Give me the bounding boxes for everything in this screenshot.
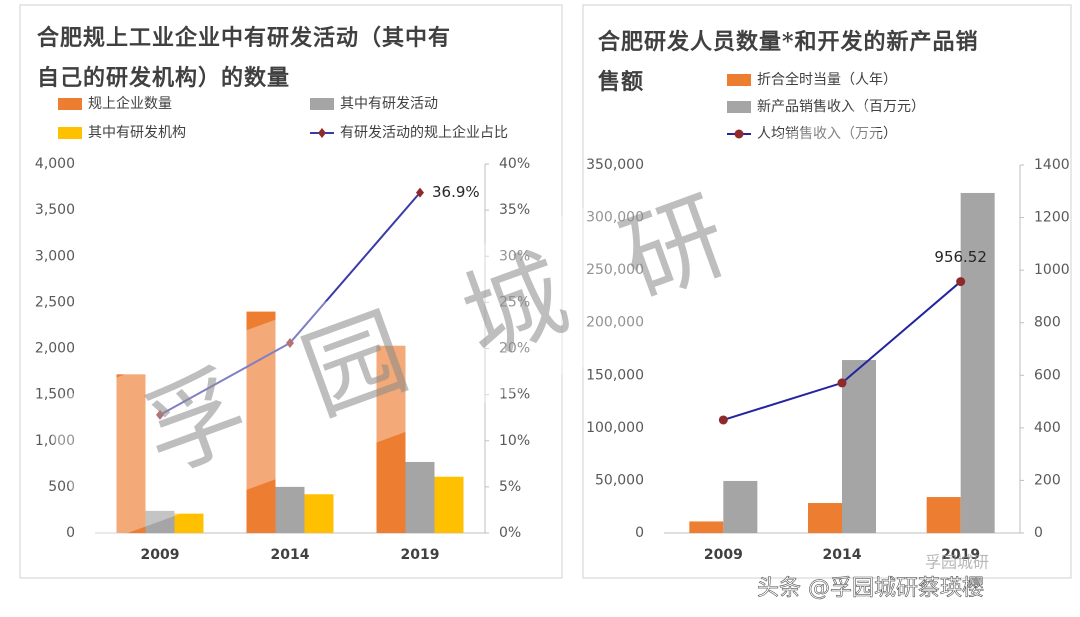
x-tick-label: 2019 (401, 547, 440, 563)
y2-tick-label: 400 (1034, 420, 1061, 436)
y2-tick-label: 0 (1034, 525, 1043, 541)
watermark: 孚园城研 (128, 152, 807, 495)
watermark-band (40, 104, 920, 546)
line-marker (318, 128, 326, 138)
y-tick-label: 100,000 (586, 420, 644, 436)
y2-tick-label: 35% (499, 202, 530, 218)
y2-tick-label: 30% (499, 248, 530, 264)
y-tick-label: 350,000 (586, 157, 644, 173)
bar (960, 192, 995, 533)
x-tick-label: 2009 (141, 547, 180, 563)
chart-title: 合肥研发人员数量*和开发的新产品销售额 (598, 29, 979, 95)
legend-swatch (58, 98, 82, 110)
bar (275, 486, 305, 533)
footer: 头条 @孚园城研蔡瑛樱 (757, 576, 984, 601)
y-tick-label: 0 (66, 525, 75, 541)
bar (434, 476, 464, 533)
bar (808, 503, 842, 533)
bar (926, 497, 961, 533)
legend-label: 有研发活动的规上企业占比 (340, 124, 508, 141)
data-label: 956.52 (934, 248, 987, 266)
y-tick-label: 150,000 (586, 367, 644, 383)
y-tick-label: 3,500 (35, 202, 75, 218)
y-tick-label: 500 (48, 479, 75, 495)
bar (304, 494, 334, 533)
y2-tick-label: 0% (499, 525, 521, 541)
y2-tick-label: 40% (499, 156, 530, 172)
legend-label: 规上企业数量 (88, 95, 172, 112)
y2-tick-label: 600 (1034, 367, 1061, 383)
y-tick-label: 200,000 (586, 315, 644, 331)
x-tick-label: 2014 (271, 547, 310, 563)
bar (842, 360, 876, 533)
bar (246, 311, 276, 533)
legend-label: 其中有研发机构 (88, 125, 186, 141)
line-marker (156, 409, 164, 420)
panel-border (19, 4, 563, 579)
bar (174, 513, 204, 533)
bar (376, 345, 406, 533)
y-tick-label: 250,000 (586, 262, 644, 278)
legend-label: 其中有研发活动 (340, 96, 438, 112)
y2-tick-label: 800 (1034, 315, 1061, 331)
y-tick-label: 3,000 (35, 248, 75, 264)
legend-swatch (727, 101, 751, 113)
y-tick-label: 300,000 (586, 210, 644, 226)
y2-tick-label: 5% (499, 479, 521, 495)
x-tick-label: 2009 (704, 547, 743, 563)
line-marker (956, 277, 966, 287)
line-marker (286, 337, 294, 348)
bar (723, 480, 758, 533)
line-marker (718, 415, 728, 425)
y2-tick-label: 1000 (1034, 262, 1070, 278)
y2-tick-label: 10% (499, 433, 530, 449)
legend-label: 折合全时当量（人年） (757, 71, 897, 88)
y2-tick-label: 15% (499, 387, 530, 403)
line-marker (734, 129, 744, 139)
line-marker (416, 187, 424, 198)
bar (116, 374, 146, 533)
bar (689, 521, 724, 533)
bar (145, 510, 175, 533)
y-tick-label: 2,500 (35, 294, 75, 310)
y-tick-label: 1,000 (35, 433, 75, 449)
corner-mark: 孚园城研 (925, 553, 989, 572)
x-tick-label: 2014 (823, 547, 862, 563)
bar (405, 461, 435, 533)
y2-tick-label: 1200 (1034, 210, 1070, 226)
y2-tick-label: 1400 (1034, 157, 1070, 173)
chart-title: 合肥规上工业企业中有研发活动（其中有自己的研发机构）的数量 (37, 25, 452, 91)
legend-swatch (310, 98, 334, 110)
legend-label: 人均销售收入（万元） (757, 126, 897, 142)
y-tick-label: 2,000 (35, 341, 75, 357)
legend-label: 新产品销售收入（百万元） (757, 99, 925, 115)
panel-border (582, 4, 1072, 579)
y2-tick-label: 25% (499, 294, 530, 310)
y-tick-label: 4,000 (35, 156, 75, 172)
legend-swatch (727, 74, 751, 86)
y2-tick-label: 20% (499, 341, 530, 357)
y2-tick-label: 200 (1034, 472, 1061, 488)
x-tick-label: 2019 (941, 547, 980, 563)
line-marker (837, 378, 847, 388)
y-tick-label: 0 (635, 525, 644, 541)
data-label: 36.9% (432, 183, 480, 201)
y-tick-label: 1,500 (35, 387, 75, 403)
y-tick-label: 50,000 (595, 472, 644, 488)
legend-swatch (58, 127, 82, 139)
